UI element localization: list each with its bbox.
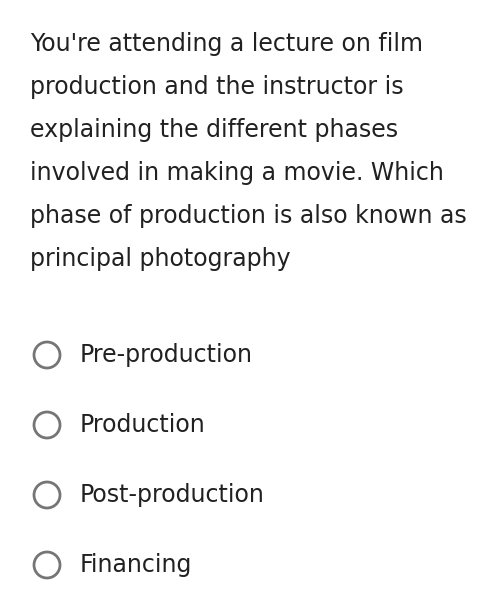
Text: phase of production is also known as: phase of production is also known as <box>30 204 467 228</box>
Text: Post-production: Post-production <box>80 483 265 507</box>
Text: production and the instructor is: production and the instructor is <box>30 75 404 99</box>
Text: principal photography: principal photography <box>30 247 291 271</box>
Text: Pre-production: Pre-production <box>80 343 253 367</box>
Text: explaining the different phases: explaining the different phases <box>30 118 398 142</box>
Text: You're attending a lecture on film: You're attending a lecture on film <box>30 32 423 56</box>
Text: Financing: Financing <box>80 553 192 577</box>
Text: Production: Production <box>80 413 206 437</box>
Text: involved in making a movie. Which: involved in making a movie. Which <box>30 161 444 185</box>
